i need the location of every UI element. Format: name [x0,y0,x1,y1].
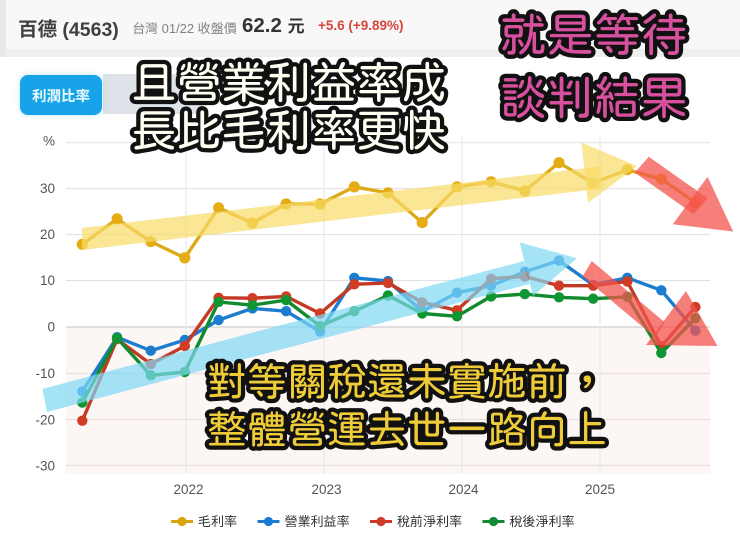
svg-text:2025: 2025 [585,482,615,497]
svg-text:稅前淨利率: 稅前淨利率 [396,511,462,530]
svg-text:-10: -10 [35,366,55,381]
svg-text:10: 10 [40,273,55,288]
svg-text:2022: 2022 [173,482,203,497]
svg-text:%: % [43,134,55,149]
svg-text:-20: -20 [35,413,55,428]
svg-text:營業利益率: 營業利益率 [285,511,350,530]
svg-text:20: 20 [40,227,55,242]
svg-text:-30: -30 [35,459,55,474]
svg-text:2023: 2023 [311,482,341,497]
svg-text:30: 30 [40,181,55,196]
svg-text:0: 0 [47,320,55,335]
svg-text:2024: 2024 [448,482,479,497]
svg-text:稅後淨利率: 稅後淨利率 [509,511,575,530]
svg-text:毛利率: 毛利率 [198,511,237,530]
